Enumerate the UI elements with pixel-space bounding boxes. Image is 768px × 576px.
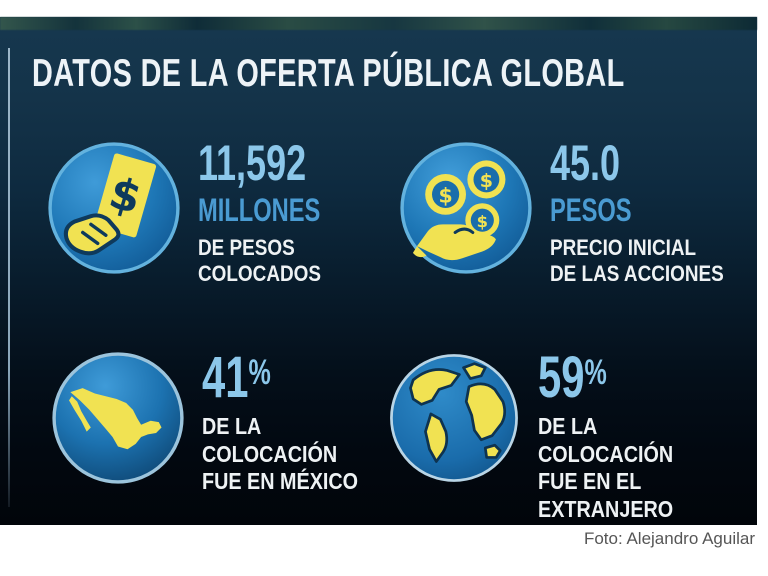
page-title: DATOS DE LA OFERTA PÚBLICA GLOBAL (32, 52, 625, 95)
dollar-sign: $ (477, 212, 488, 231)
stat-description: DE LA COLOCACIÓN FUE EN MÉXICO (202, 413, 359, 495)
photo-credit: Foto: Alejandro Aguilar (583, 529, 755, 548)
stat-text: 59% DE LA COLOCACIÓN FUE EN EL EXTRANJER… (538, 345, 768, 523)
left-accent-line (8, 48, 10, 507)
stat-suffix: % (248, 352, 272, 392)
stat-text: 45.0 PESOS PRECIO INICIAL DE LAS ACCIONE… (550, 135, 752, 287)
photo-top-edge (0, 17, 757, 30)
stat-text: 11,592 MILLONES DE PESOS COLOCADOS (198, 135, 363, 287)
coins-hand-icon: $ $ $ (398, 140, 534, 276)
mexico-map-icon (50, 350, 186, 486)
stat-colocacion-mexico: 41% DE LA COLOCACIÓN FUE EN MÉXICO (50, 345, 383, 496)
stat-pesos-colocados: $ 11,592 MILLONES DE PESOS COLOCADOS (46, 135, 363, 287)
stat-colocacion-extranjero: 59% DE LA COLOCACIÓN FUE EN EL EXTRANJER… (386, 345, 768, 523)
stat-text: 41% DE LA COLOCACIÓN FUE EN MÉXICO (202, 345, 383, 496)
stat-description: DE PESOS COLOCADOS (198, 234, 321, 286)
stat-description: PRECIO INICIAL DE LAS ACCIONES (550, 234, 724, 286)
stat-precio-inicial: $ $ $ 45.0 PESOS PRECIO INICIAL DE LAS A… (398, 135, 752, 287)
stat-description: DE LA COLOCACIÓN FUE EN EL EXTRANJERO (538, 413, 674, 522)
stat-suffix: % (584, 352, 608, 392)
globe-icon (386, 350, 522, 486)
stat-value: 41% (202, 345, 272, 410)
stat-unit: PESOS (550, 191, 632, 228)
money-bill-icon: $ (46, 140, 182, 276)
stat-value: 11,592 (198, 135, 307, 191)
dollar-sign: $ (438, 184, 452, 208)
stat-value: 59% (538, 345, 608, 410)
stat-unit: MILLONES (198, 191, 321, 228)
stat-value: 45.0 (550, 135, 621, 191)
dollar-sign: $ (480, 170, 493, 192)
